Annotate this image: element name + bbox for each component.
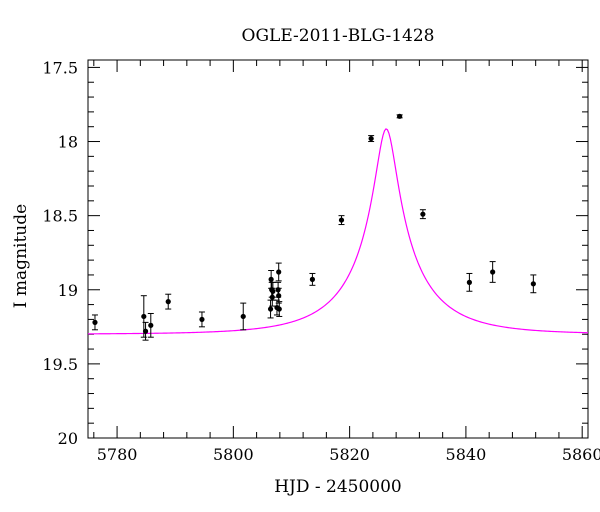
data-point (368, 135, 374, 142)
y-tick-label: 20 (58, 429, 78, 448)
data-points (91, 113, 537, 341)
data-point (397, 113, 403, 119)
y-tick-label: 17.5 (42, 58, 78, 77)
y-tick-label: 19 (58, 281, 78, 300)
data-point (530, 281, 536, 287)
axis-tick-labels: 5780 5800 5820 5840 5860 17.5 18 18.5 19 19.5 20 (42, 58, 600, 464)
data-point (141, 313, 147, 320)
data-point (165, 299, 171, 305)
x-tick-label: 5840 (446, 445, 487, 464)
y-tick-label: 18.5 (42, 207, 78, 226)
data-point (142, 328, 149, 334)
data-point (338, 217, 345, 223)
data-point (276, 269, 282, 275)
y-tick-label: 19.5 (42, 355, 78, 374)
plot-frame (87, 59, 589, 439)
model-curve (87, 128, 589, 335)
data-point (276, 293, 282, 299)
data-point (420, 211, 426, 217)
data-point (240, 313, 246, 320)
data-point (270, 288, 276, 294)
x-tick-label: 5820 (329, 445, 370, 464)
x-tick-label: 5860 (562, 445, 600, 464)
data-point (490, 269, 496, 275)
data-point (148, 322, 154, 328)
data-point (309, 276, 316, 282)
y-axis-title: I magnitude (11, 204, 31, 308)
data-point (267, 306, 274, 312)
data-point (92, 319, 98, 325)
y-tick-label: 18 (58, 133, 78, 152)
data-point (269, 294, 275, 300)
x-tick-label: 5800 (213, 445, 254, 464)
data-point (268, 276, 274, 282)
data-point (276, 306, 282, 312)
data-point (466, 279, 472, 285)
x-tick-label: 5780 (97, 445, 138, 464)
x-axis-title: HJD - 2450000 (274, 477, 402, 497)
data-point (199, 316, 205, 323)
chart-title: OGLE-2011-BLG-1428 (242, 26, 435, 46)
axis-ticks (88, 60, 588, 439)
